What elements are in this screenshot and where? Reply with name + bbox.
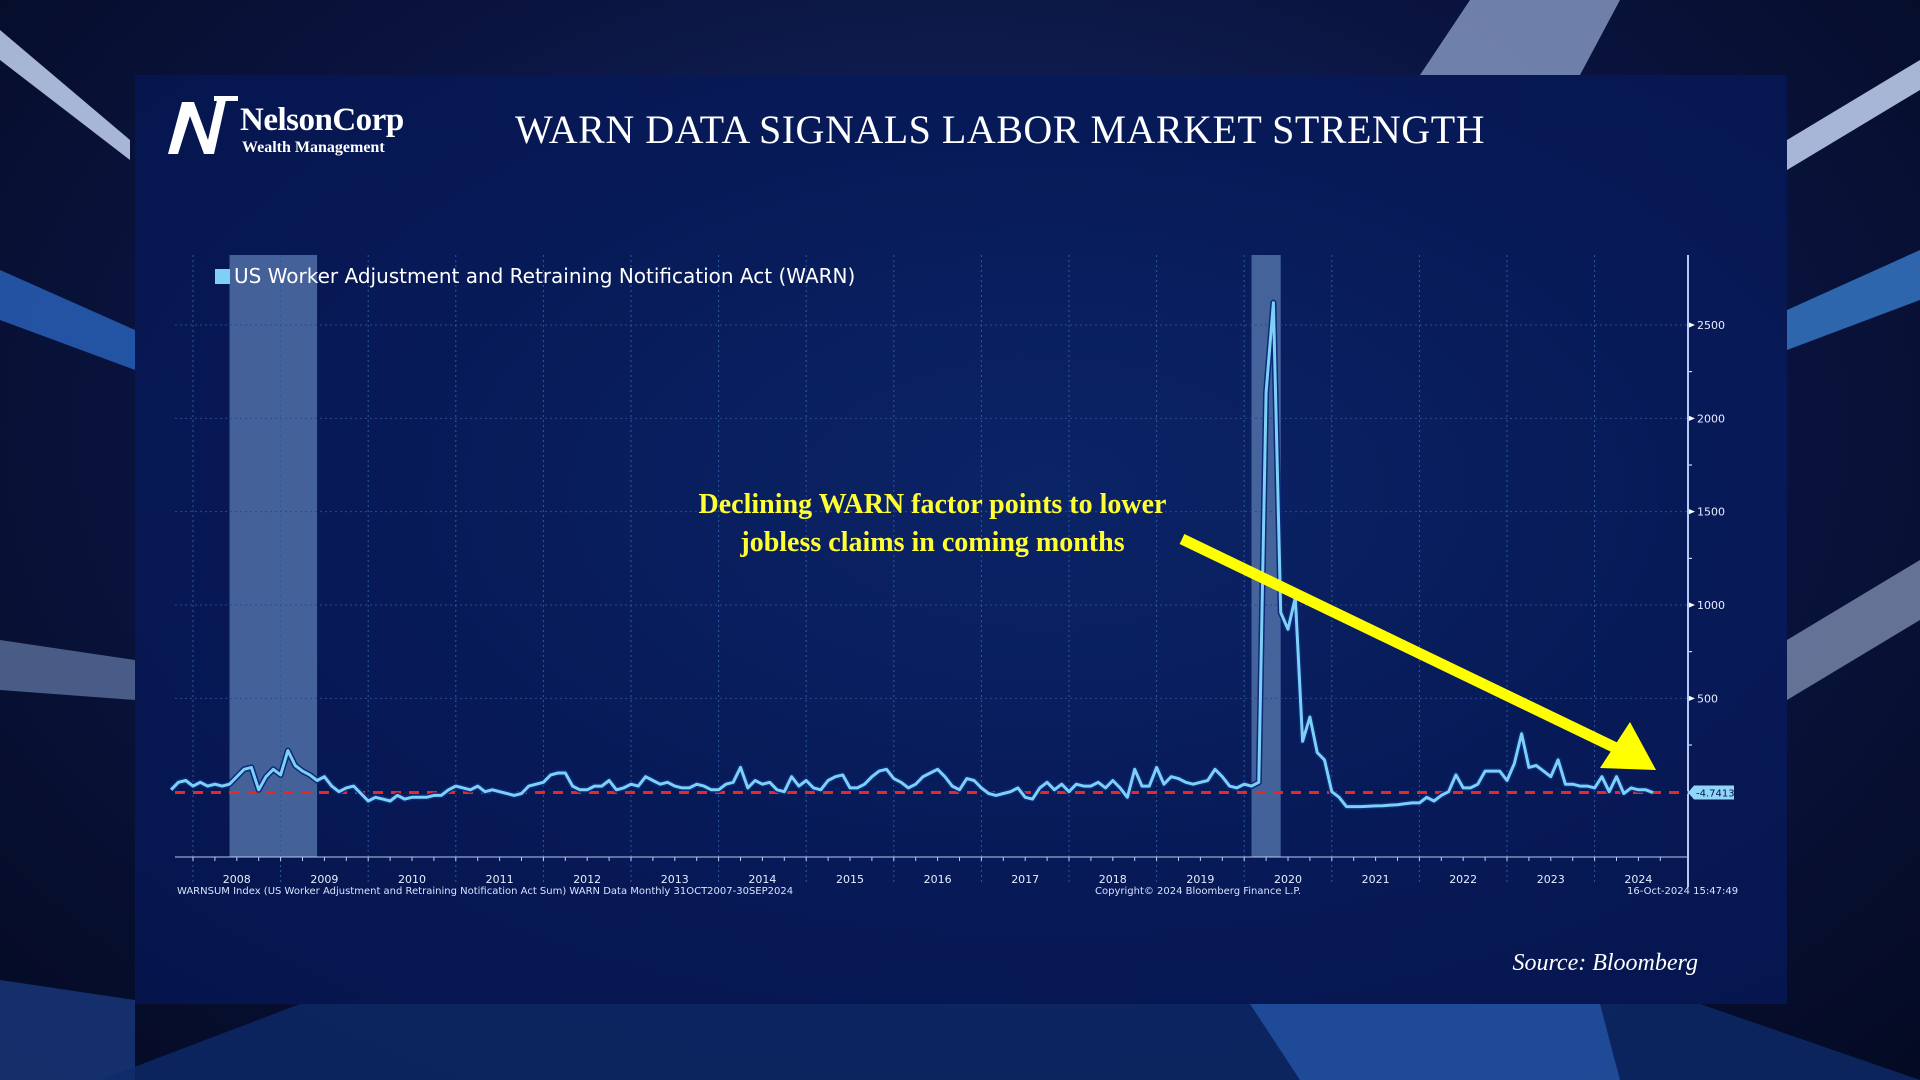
slide-panel: [135, 75, 1787, 1004]
y-tick-label: 2000: [1697, 412, 1725, 425]
x-tick-label: 2010: [398, 873, 426, 886]
annotation-line-2: jobless claims in coming months: [740, 527, 1125, 558]
footer-timestamp: 16-Oct-2024 15:47:49: [1627, 886, 1739, 897]
y-tick-label: 2500: [1697, 319, 1725, 332]
x-tick-label: 2016: [924, 873, 952, 886]
footer-copyright: Copyright© 2024 Bloomberg Finance L.P.: [1095, 886, 1302, 897]
source-note: Source: Bloomberg: [1512, 950, 1698, 976]
y-tick-label: 500: [1697, 692, 1718, 705]
x-tick-label: 2011: [486, 873, 514, 886]
y-tick-label: 1000: [1697, 599, 1725, 612]
chart-annotation: Declining WARN factor points to lower jo…: [620, 486, 1245, 562]
chart-legend: US Worker Adjustment and Retraining Noti…: [215, 264, 855, 288]
y-tick-marker: [1688, 508, 1695, 515]
x-tick-label: 2009: [310, 873, 338, 886]
nelsoncorp-logo: NelsonCorp Wealth Management: [168, 96, 414, 162]
annotation-line-1: Declining WARN factor points to lower: [698, 489, 1167, 520]
x-tick-label: 2023: [1537, 873, 1565, 886]
y-tick-marker: [1688, 322, 1695, 328]
y-tick-marker: [1688, 695, 1695, 702]
x-tick-label: 2024: [1624, 873, 1652, 886]
series-line: [170, 301, 1654, 809]
x-tick-label: 2019: [1186, 873, 1214, 886]
y-tick-marker: [1688, 415, 1695, 422]
x-tick-label: 2017: [1011, 873, 1039, 886]
x-tick-label: 2014: [748, 873, 776, 886]
y-tick-marker: [1688, 602, 1695, 608]
arrow-head-icon: [1600, 722, 1656, 770]
x-tick-label: 2013: [661, 873, 689, 886]
last-value-label: -4.7413: [1696, 789, 1735, 800]
x-tick-label: 2018: [1099, 873, 1127, 886]
x-tick-label: 2021: [1362, 873, 1390, 886]
logo-name: NelsonCorp: [240, 102, 404, 138]
shaded-period: [229, 255, 318, 857]
x-tick-label: 2022: [1449, 873, 1477, 886]
last-value-tag: [1688, 785, 1734, 800]
slide-title: WARN DATA SIGNALS LABOR MARKET STRENGTH: [514, 107, 1486, 152]
x-tick-label: 2008: [223, 873, 251, 886]
legend-label: US Worker Adjustment and Retraining Noti…: [234, 264, 856, 288]
x-tick-label: 2012: [573, 873, 601, 886]
x-tick-label: 2020: [1274, 873, 1302, 886]
legend-swatch: [215, 268, 230, 284]
footer-index-description: WARNSUM Index (US Worker Adjustment and …: [177, 886, 794, 897]
logo-subtitle: Wealth Management: [242, 139, 385, 156]
x-tick-label: 2015: [836, 873, 864, 886]
y-tick-label: 1500: [1697, 506, 1725, 519]
annotation-arrow: [1179, 534, 1656, 770]
